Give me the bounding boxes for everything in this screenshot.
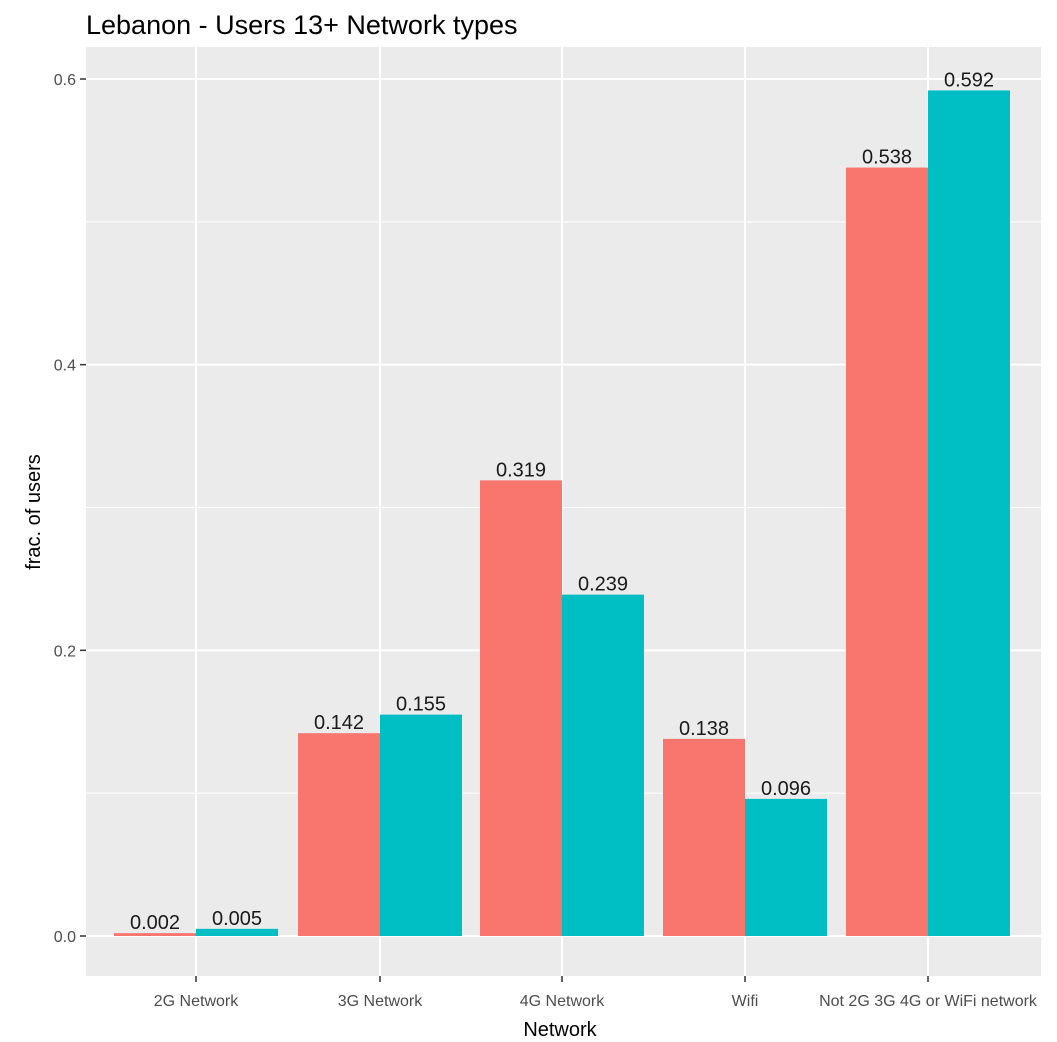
bar — [663, 738, 745, 936]
y-axis-title: frac. of users — [23, 454, 45, 570]
y-tick-label: 0.6 — [54, 72, 76, 89]
data-label: 0.096 — [761, 778, 811, 800]
data-label: 0.002 — [130, 912, 180, 934]
x-tick-label: Wifi — [732, 993, 759, 1010]
x-tick-label: 2G Network — [154, 993, 239, 1010]
data-label: 0.239 — [578, 574, 628, 596]
chart-title: Lebanon - Users 13+ Network types — [86, 10, 517, 40]
data-label: 0.592 — [944, 69, 994, 91]
x-tick-label: Not 2G 3G 4G or WiFi network — [819, 993, 1038, 1010]
x-axis-title: Network — [523, 1019, 597, 1041]
x-tick-label: 4G Network — [520, 993, 605, 1010]
bar — [480, 480, 562, 936]
data-label: 0.005 — [212, 908, 262, 930]
bar — [114, 933, 196, 936]
y-tick-label: 0.0 — [54, 929, 76, 946]
data-label: 0.155 — [396, 694, 446, 716]
bar — [196, 928, 278, 936]
data-label: 0.319 — [496, 459, 546, 481]
bar — [928, 90, 1010, 937]
bar — [380, 714, 462, 936]
data-label: 0.142 — [314, 712, 364, 734]
bar — [745, 798, 827, 936]
y-axis-ticks: 0.0 0.2 0.4 0.6 — [54, 72, 86, 946]
x-tick-label: 3G Network — [338, 993, 423, 1010]
data-label: 0.138 — [679, 718, 729, 740]
bars — [114, 90, 1010, 937]
data-label: 0.538 — [862, 147, 912, 169]
bar — [298, 733, 380, 936]
bar — [846, 167, 928, 937]
x-axis-ticks: 2G Network 3G Network 4G Network Wifi Not 2G… — [154, 976, 1038, 1010]
y-tick-label: 0.2 — [54, 643, 76, 660]
value-labels: 0.002 0.142 0.319 0.138 0.538 0.005 0.155 0.239… — [130, 69, 994, 934]
y-tick-label: 0.4 — [54, 358, 76, 375]
bar — [562, 594, 644, 936]
